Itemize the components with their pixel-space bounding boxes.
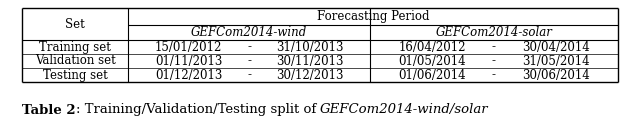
Text: -: -: [492, 40, 496, 53]
Text: 31/05/2014: 31/05/2014: [522, 55, 590, 67]
Text: : Training/Validation/Testing split of: : Training/Validation/Testing split of: [76, 103, 320, 116]
Text: Testing set: Testing set: [43, 69, 108, 82]
Text: GEFCom2014-solar: GEFCom2014-solar: [436, 26, 552, 39]
Text: 15/01/2012: 15/01/2012: [155, 40, 222, 53]
Text: 30/06/2014: 30/06/2014: [522, 69, 590, 82]
Text: Set: Set: [65, 17, 85, 30]
Text: Table 2: Table 2: [22, 103, 76, 116]
Text: -: -: [247, 40, 251, 53]
Text: 16/04/2012: 16/04/2012: [398, 40, 466, 53]
Text: 30/12/2013: 30/12/2013: [276, 69, 343, 82]
Text: 30/04/2014: 30/04/2014: [522, 40, 590, 53]
Text: 01/12/2013: 01/12/2013: [155, 69, 222, 82]
Text: -: -: [247, 69, 251, 82]
Text: -: -: [492, 55, 496, 67]
Text: GEFCom2014-wind/solar: GEFCom2014-wind/solar: [320, 103, 489, 116]
Text: Validation set: Validation set: [35, 55, 115, 67]
Text: 01/06/2014: 01/06/2014: [398, 69, 466, 82]
Text: Training set: Training set: [39, 40, 111, 53]
Text: 01/11/2013: 01/11/2013: [155, 55, 222, 67]
Text: 31/10/2013: 31/10/2013: [276, 40, 343, 53]
Text: 30/11/2013: 30/11/2013: [276, 55, 343, 67]
Text: Forecasting Period: Forecasting Period: [317, 10, 429, 23]
Text: -: -: [492, 69, 496, 82]
Text: GEFCom2014-wind: GEFCom2014-wind: [191, 26, 307, 39]
Text: -: -: [247, 55, 251, 67]
Text: 01/05/2014: 01/05/2014: [398, 55, 466, 67]
